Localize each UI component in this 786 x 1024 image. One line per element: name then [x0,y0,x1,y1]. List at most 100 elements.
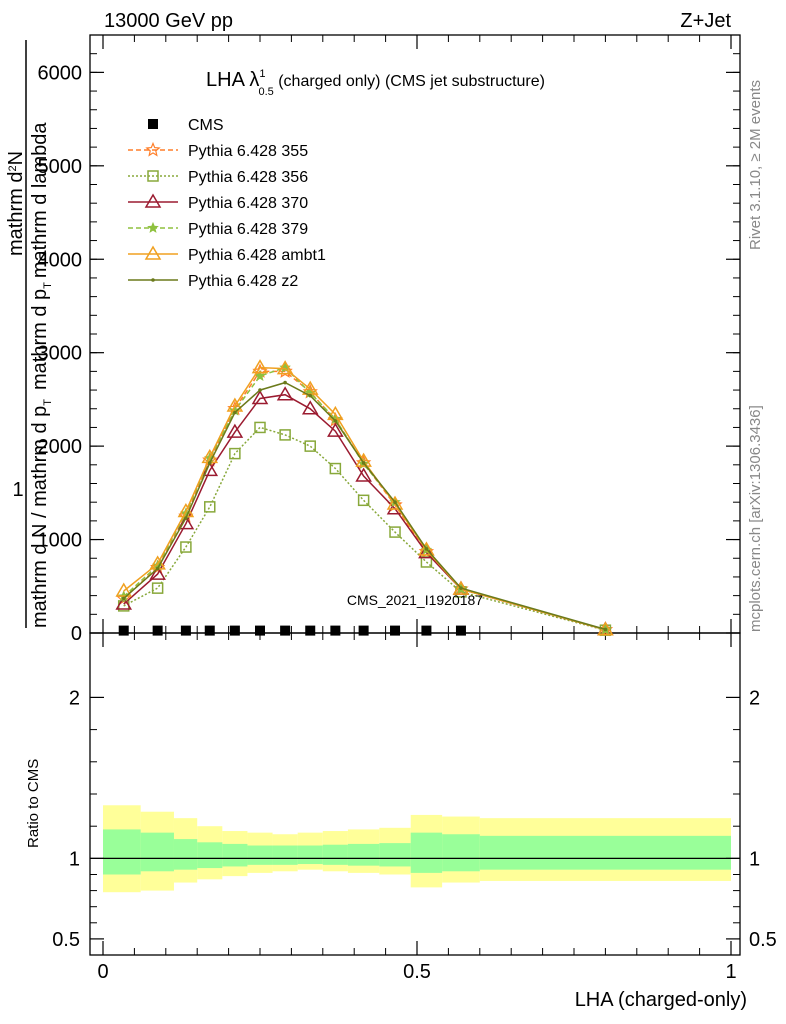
data-point-3-7 [301,400,319,415]
ratio-tick-label-left-0: 0.5 [52,929,80,951]
legend-marker-5 [144,245,162,260]
y-tick-label-3: 3000 [38,343,83,365]
data-point-0-4 [229,625,240,636]
data-point-0-11 [421,625,432,636]
data-point-3-6 [276,386,294,401]
data-point-0-0 [118,625,129,636]
data-point-0-2 [180,625,191,636]
series-0 [118,625,466,636]
ratio-band-inner-6 [272,845,298,865]
series-6 [121,380,608,632]
data-point-5-12 [452,580,470,595]
series-line-5 [123,366,606,631]
data-point-5-5 [251,359,269,374]
data-point-2-2 [180,541,192,553]
data-point-2-3 [204,501,216,513]
data-point-5-9 [355,452,372,467]
y-tick-label-6: 6000 [38,62,83,84]
data-point-0-7 [305,625,316,636]
data-point-2-7 [304,440,316,452]
plot-title: LHA λ1 0.5 (charged only) (CMS jet substr… [206,68,545,98]
ratio-band-inner-13 [479,835,731,870]
data-point-5-6 [276,360,294,375]
data-point-6-8 [333,419,338,423]
data-point-3-2 [177,515,195,530]
data-point-2-10 [389,526,401,538]
ratio-ylabel: Ratio to CMS [25,759,42,848]
data-point-6-9 [361,461,366,465]
data-point-5-10 [386,495,404,510]
ratio-band-inner-3 [197,842,223,869]
ratio-band-inner-4 [222,843,248,867]
data-point-0-1 [152,625,163,636]
data-point-2-6 [279,429,291,441]
axes: 0 1000 2000 3000 4000 5000 6000 0 0.5 1 0.5 0.5 1 1 2 2 [38,34,777,983]
data-point-4-5 [254,369,266,381]
series-group [115,359,614,637]
ratio-bands [103,805,731,893]
legend-marker-3 [144,193,162,208]
data-point-3-5 [251,389,269,405]
mcplots-label: mcplots.cern.ch [arXiv:1306.3436] [747,405,764,632]
legend-label-3: Pythia 6.428 370 [188,195,308,212]
data-point-6-1 [155,566,160,571]
ratio-band-inner-2 [173,839,198,870]
legend-label-2: Pythia 6.428 356 [188,169,308,186]
data-point-3-4 [226,423,244,438]
data-point-2-4 [229,447,241,460]
y-tick-label-5: 5000 [38,156,83,178]
data-point-0-8 [330,625,341,636]
ylabel-one: 1 [12,479,23,501]
legend-label-0: CMS [188,117,224,134]
ratio-band-inner-0 [103,829,141,875]
legend-label-5: Pythia 6.428 ambt1 [188,247,326,264]
legend-label-4: Pythia 6.428 379 [188,221,308,238]
data-point-6-10 [393,500,397,504]
x-tick-label-1: 0.5 [403,961,431,983]
ratio-tick-label-left-2: 2 [69,687,80,709]
data-point-6-13 [603,627,608,632]
ratio-tick-label-right-0: 0.5 [749,929,777,951]
data-point-6-7 [308,393,313,398]
data-point-0-9 [358,625,369,636]
legend-label-1: Pythia 6.428 355 [188,143,308,160]
y-tick-label-0: 0 [71,623,82,645]
data-point-6-6 [283,380,287,385]
data-point-3-8 [327,422,344,437]
legend-marker-0 [148,119,158,129]
legend-marker-2 [147,170,159,182]
data-point-6-2 [184,516,188,520]
x-tick-label-2: 1 [725,961,736,983]
legend-marker-6 [151,278,155,282]
series-line-6 [123,381,606,631]
data-point-6-0 [121,596,126,601]
ratio-band-inner-12 [442,834,480,872]
y-tick-label-2: 2000 [38,436,83,458]
ratio-band-inner-10 [379,843,411,867]
analysis-watermark: CMS_2021_I1920187 [347,592,483,608]
ratio-band-inner-11 [410,832,443,873]
data-point-0-5 [255,625,265,636]
ylabel-numerator-b: mathrm d pTmathrm d lambda [29,122,54,390]
data-point-0-12 [455,625,466,636]
series-line-4 [123,366,606,631]
ratio-band-inner-7 [297,845,323,865]
data-point-0-3 [204,625,215,636]
y-tick-label-1: 1000 [38,530,83,552]
data-point-3-11 [418,544,435,559]
data-point-0-6 [280,625,291,636]
x-tick-label-0: 0 [97,961,108,983]
rivet-label: Rivet 3.1.10, ≥ 2M events [747,80,764,250]
legend-marker-1 [145,141,161,157]
data-point-2-8 [329,462,342,475]
data-point-3-9 [355,467,372,482]
data-point-6-12 [459,586,463,590]
ratio-band-inner-9 [347,843,380,866]
ratio-plot-frame [89,632,741,956]
legend: CMS Pythia 6.428 355 Pythia 6.428 356 Pythi… [128,117,326,290]
data-point-2-9 [357,494,370,507]
ratio-tick-label-right-1: 1 [749,848,760,870]
ylabel-denominator: mathrm d N / mathrm d pT [29,399,54,628]
ratio-band-inner-1 [140,832,174,872]
